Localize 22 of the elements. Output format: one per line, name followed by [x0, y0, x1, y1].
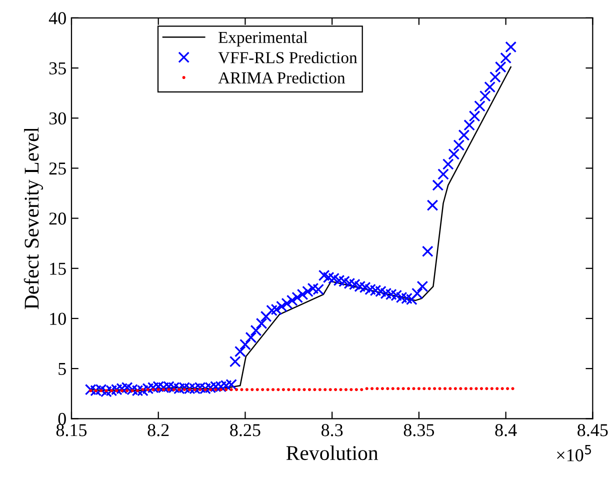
legend-label: Experimental [218, 31, 308, 46]
y-tick-label: 30 [49, 112, 66, 125]
x-tick-label: 8.45 [578, 424, 608, 436]
y-tick-label: 40 [48, 12, 66, 24]
y-tick-label: 35 [49, 62, 66, 74]
x-tick-label: 8.35 [404, 424, 434, 436]
text: ×10$^{5}$ [557, 445, 592, 462]
legend-label: ARIMA Prediction [218, 72, 346, 84]
x-tick-label: 8.4 [495, 424, 517, 436]
x-tick-label: 8.3 [321, 424, 343, 436]
x-axis-title: Revolution [286, 445, 378, 460]
y-tick-label: 20 [49, 212, 66, 225]
x-tick-label: 8.15 [56, 424, 87, 436]
y-tick-label: 0 [58, 412, 66, 426]
x-tick-label: 8.25 [230, 424, 260, 436]
y-tick-label: 10 [50, 312, 66, 325]
y-tick-label: 5 [58, 363, 66, 376]
y-tick-label: 25 [49, 162, 66, 175]
x-tick-label: 8.2 [148, 424, 169, 436]
y-tick-label: 15 [50, 262, 66, 275]
legend-label: VFF-RLS Prediction [218, 52, 358, 64]
y-axis-title: Defect Severity Level [24, 127, 44, 310]
